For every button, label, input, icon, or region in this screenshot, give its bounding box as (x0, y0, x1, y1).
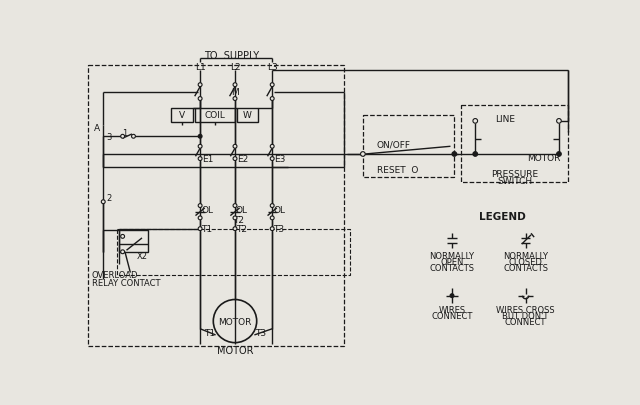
Circle shape (233, 204, 237, 208)
Text: OL: OL (236, 205, 248, 214)
Text: LEGEND: LEGEND (479, 211, 525, 221)
Circle shape (121, 135, 125, 139)
Text: L1: L1 (195, 63, 205, 72)
Text: CONTACTS: CONTACTS (503, 264, 548, 273)
Bar (195, 109, 235, 122)
Text: X2: X2 (136, 252, 147, 260)
Circle shape (233, 157, 237, 161)
Text: SWITCH: SWITCH (497, 177, 532, 186)
Text: L3: L3 (267, 63, 278, 72)
Text: OL: OL (201, 205, 213, 214)
Circle shape (557, 119, 561, 124)
Circle shape (198, 145, 202, 149)
Text: 1: 1 (122, 129, 127, 138)
Text: PRESSURE: PRESSURE (492, 169, 538, 178)
Text: MOTOR: MOTOR (218, 317, 252, 326)
Circle shape (233, 83, 237, 87)
Circle shape (270, 83, 274, 87)
Bar (119, 230, 148, 252)
Circle shape (270, 204, 274, 208)
Text: T2: T2 (236, 225, 246, 234)
Circle shape (101, 200, 105, 204)
Bar (117, 229, 349, 275)
Text: COIL: COIL (204, 111, 225, 120)
Text: L2: L2 (230, 63, 240, 72)
Circle shape (360, 152, 365, 157)
Text: T3: T3 (255, 328, 266, 337)
Circle shape (198, 227, 202, 231)
Text: 2: 2 (106, 194, 111, 203)
Circle shape (121, 250, 125, 254)
Bar (363, 116, 454, 178)
Text: ON/OFF: ON/OFF (377, 140, 411, 149)
Text: T1: T1 (204, 328, 215, 337)
Circle shape (198, 97, 202, 101)
Text: T2: T2 (234, 215, 244, 224)
Text: E3: E3 (275, 155, 285, 164)
Text: CONTACTS: CONTACTS (429, 264, 474, 273)
Circle shape (270, 97, 274, 101)
Circle shape (121, 235, 125, 239)
Bar (461, 106, 568, 183)
Text: W: W (243, 111, 252, 120)
Text: TO  SUPPLY: TO SUPPLY (204, 51, 259, 61)
Text: E1: E1 (202, 155, 214, 164)
Circle shape (557, 152, 561, 157)
Circle shape (233, 216, 237, 220)
Circle shape (198, 216, 202, 220)
Circle shape (473, 152, 477, 157)
Circle shape (198, 83, 202, 87)
Circle shape (452, 152, 457, 157)
Circle shape (270, 216, 274, 220)
Circle shape (233, 97, 237, 101)
Text: OVERLOAD: OVERLOAD (92, 271, 138, 280)
Text: RESET  O: RESET O (377, 166, 419, 175)
Circle shape (198, 135, 202, 139)
Text: CLOSED: CLOSED (509, 258, 543, 266)
Circle shape (233, 227, 237, 231)
Text: OL: OL (273, 205, 285, 214)
Text: RELAY CONTACT: RELAY CONTACT (92, 278, 160, 288)
Text: A: A (94, 123, 100, 132)
Text: WIRES CROSS: WIRES CROSS (496, 305, 555, 314)
Circle shape (233, 145, 237, 149)
Text: E2: E2 (237, 155, 248, 164)
Text: NORMALLY: NORMALLY (429, 252, 474, 260)
Circle shape (132, 135, 136, 139)
Circle shape (450, 294, 454, 298)
Circle shape (198, 157, 202, 161)
Text: MOTOR: MOTOR (527, 154, 560, 163)
Circle shape (270, 157, 274, 161)
Text: WIRES: WIRES (438, 305, 465, 314)
Text: 3: 3 (106, 132, 111, 141)
Text: T1: T1 (201, 225, 212, 234)
Circle shape (270, 145, 274, 149)
Text: LINE: LINE (495, 115, 515, 124)
Text: MOTOR: MOTOR (217, 345, 253, 356)
Bar (88, 66, 344, 346)
Bar (172, 109, 193, 122)
Text: BUT DON'T: BUT DON'T (502, 311, 549, 320)
Text: CONNECT: CONNECT (431, 311, 473, 320)
Bar (237, 109, 259, 122)
Circle shape (198, 204, 202, 208)
Text: V: V (179, 111, 186, 120)
Text: NORMALLY: NORMALLY (503, 252, 548, 260)
Circle shape (473, 119, 477, 124)
Circle shape (270, 227, 274, 231)
Text: OPEN: OPEN (440, 258, 464, 266)
Text: CONNECT: CONNECT (505, 318, 547, 326)
Text: T3: T3 (273, 225, 284, 234)
Text: M: M (231, 88, 239, 97)
